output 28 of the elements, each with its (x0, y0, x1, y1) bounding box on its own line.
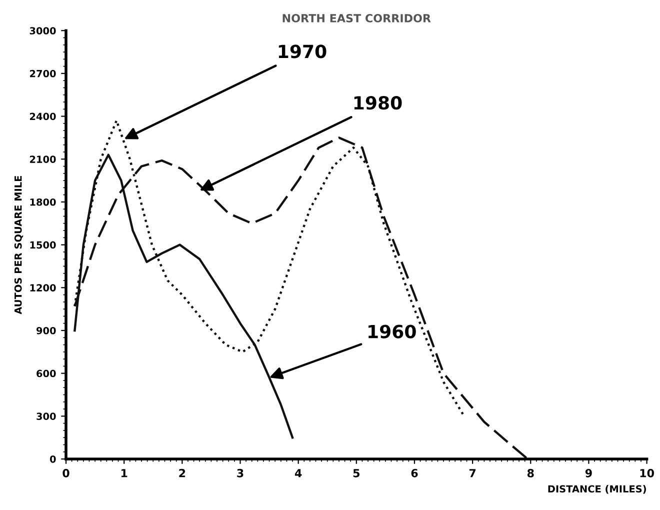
annotation: 1960 (368, 324, 416, 338)
y-tick-label: 3000 (30, 27, 56, 34)
annotation: 1980 (354, 96, 402, 110)
x-tick-label: 2 (179, 468, 186, 478)
y-tick-label: 2700 (30, 70, 56, 78)
y-tick-label: 300 (36, 412, 56, 420)
y-tick-label: 1500 (30, 241, 56, 249)
y-tick-label: 2100 (30, 156, 56, 163)
x-tick-label: 3 (237, 468, 244, 478)
x-tick-label: 4 (294, 469, 302, 478)
y-axis-title: AUTOS PER SQUARE MILE (14, 176, 24, 314)
chart-title: NORTH EAST CORRIDOR (282, 14, 431, 22)
y-tick-label: 2400 (30, 112, 56, 120)
x-tick-label: 9 (585, 468, 592, 478)
x-tick-label: 1 (121, 469, 128, 478)
y-tick-label: 900 (36, 326, 56, 334)
x-tick-label: 8 (527, 468, 534, 478)
x-tick-label: 10 (640, 468, 654, 478)
x-tick-label: 0 (62, 468, 70, 478)
y-tick-label: 0 (50, 455, 56, 463)
x-axis-title: DISTANCE (MILES) (548, 485, 646, 494)
y-tick-label: 600 (36, 370, 56, 378)
y-tick-label: 1200 (30, 284, 56, 292)
y-tick-label: 1800 (30, 198, 56, 206)
x-tick-label: 6 (411, 468, 418, 478)
x-tick-label: 5 (353, 469, 360, 478)
annotation: 1970 (278, 44, 326, 58)
x-tick-label: 7 (469, 469, 476, 478)
